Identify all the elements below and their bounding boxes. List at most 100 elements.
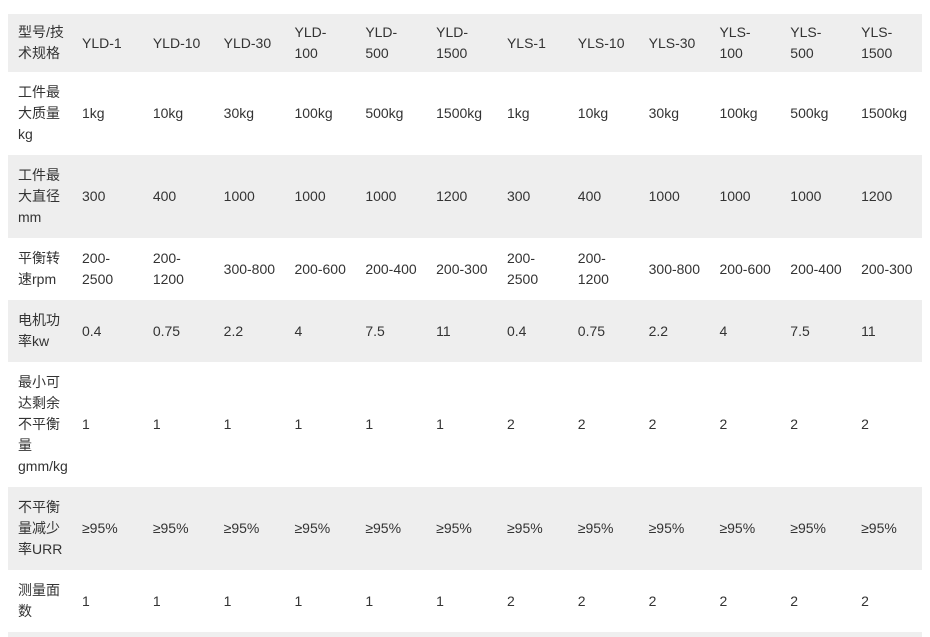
spec-cell: 200-300 bbox=[436, 260, 488, 277]
spec-cell: 2 bbox=[861, 592, 869, 609]
spec-cell: ≥95% bbox=[213, 487, 285, 570]
spec-cell: 1500kg bbox=[436, 105, 483, 121]
header-cell-yld-30: YLD-30 bbox=[213, 14, 285, 72]
spec-cell: 1500kg bbox=[861, 105, 908, 121]
row-label: 不平衡量减少率URR bbox=[8, 487, 72, 570]
header-row: 型号/技术规格 YLD-1 YLD-10 YLD-30 YLD-100 YLD-… bbox=[8, 14, 922, 72]
spec-cell: ≥95% bbox=[284, 487, 356, 570]
spec-cell: 0.4 bbox=[496, 300, 568, 362]
spec-cell: 0.4 bbox=[72, 300, 143, 362]
spec-cell: 7.5 bbox=[780, 300, 852, 362]
spec-cell: 2 bbox=[790, 592, 799, 609]
header-cell-yld-10: YLD-10 bbox=[142, 14, 214, 72]
spec-cell: 0.75 bbox=[567, 300, 639, 362]
spec-cell: 2.2 bbox=[213, 300, 285, 362]
spec-cell: 1 bbox=[294, 592, 303, 609]
spec-cell: 1 bbox=[436, 592, 444, 609]
spec-cell: ≥95% bbox=[496, 487, 568, 570]
spec-row-max-diameter: 工件最大直径mm 300 400 1000 1000 1000 1200 300… bbox=[8, 155, 922, 238]
spec-cell: 1kg bbox=[506, 105, 530, 121]
spec-cell: 2 bbox=[506, 592, 515, 609]
spec-cell: ≥95% bbox=[780, 487, 852, 570]
spec-cell: 300 bbox=[496, 155, 568, 238]
spec-row-measuring-planes: 测量面数 1 1 1 1 1 1 2 2 2 2 2 2 bbox=[8, 570, 922, 632]
row-label: 测量面数 bbox=[18, 582, 60, 619]
header-cell-yls-500: YLS-500 bbox=[780, 14, 852, 72]
spec-cell: 1 bbox=[223, 592, 232, 609]
spec-cell: 2 bbox=[790, 416, 799, 432]
spec-cell: 200-2500 bbox=[82, 250, 114, 287]
spec-cell: 500kg bbox=[790, 105, 829, 121]
spec-row-urr: 不平衡量减少率URR ≥95% ≥95% ≥95% ≥95% ≥95% ≥95%… bbox=[8, 487, 922, 570]
spec-cell: 1000 bbox=[284, 155, 356, 238]
spec-cell: 300 bbox=[72, 155, 143, 238]
spec-row-motor-power: 电机功率kw 0.4 0.75 2.2 4 7.5 11 0.4 0.75 2.… bbox=[8, 300, 922, 362]
spec-cell: 2 bbox=[648, 592, 657, 609]
spec-cell: ≥95% bbox=[355, 487, 427, 570]
spec-cell: 1 bbox=[152, 592, 161, 609]
spec-cell: 11 bbox=[426, 300, 497, 362]
spec-cell: 2 bbox=[506, 416, 515, 432]
header-cell-yld-100: YLD-100 bbox=[284, 14, 356, 72]
header-cell-yls-1500: YLS-1500 bbox=[851, 14, 922, 72]
spec-cell: 7.5 bbox=[355, 300, 427, 362]
spec-cell: 200-600 bbox=[719, 260, 771, 277]
row-label: 平衡转速rpm bbox=[18, 250, 60, 287]
spec-cell: 200-300 bbox=[861, 260, 913, 277]
spec-table: 型号/技术规格 YLD-1 YLD-10 YLD-30 YLD-100 YLD-… bbox=[8, 14, 922, 632]
spec-cell: 1200 bbox=[851, 155, 922, 238]
spec-cell: 200-600 bbox=[294, 260, 346, 277]
header-cell-yls-100: YLS-100 bbox=[709, 14, 781, 72]
spec-cell: 400 bbox=[567, 155, 639, 238]
spec-cell: 1 bbox=[152, 416, 161, 432]
spec-cell: 300-800 bbox=[223, 260, 276, 277]
spec-cell: 2 bbox=[577, 592, 586, 609]
spec-cell: 1 bbox=[223, 416, 232, 432]
spec-cell: 200-1200 bbox=[577, 250, 609, 287]
row-label: 工件最大质量kg bbox=[18, 84, 60, 142]
spec-cell: 1000 bbox=[709, 155, 781, 238]
spec-cell: 1kg bbox=[82, 105, 105, 121]
spec-row-balancing-speed: 平衡转速rpm 200-2500 200-1200 300-800 200-60… bbox=[8, 238, 922, 300]
spec-cell: ≥95% bbox=[709, 487, 781, 570]
spec-cell: ≥95% bbox=[567, 487, 639, 570]
spec-cell: 1000 bbox=[638, 155, 710, 238]
header-cell-yls-1: YLS-1 bbox=[496, 14, 568, 72]
spec-cell: 200-2500 bbox=[506, 250, 539, 287]
spec-cell: 400 bbox=[142, 155, 214, 238]
spec-cell: 300-800 bbox=[648, 260, 701, 277]
spec-cell: ≥95% bbox=[426, 487, 497, 570]
spec-cell: 200-400 bbox=[365, 260, 417, 277]
spec-cell: 1200 bbox=[426, 155, 497, 238]
spec-row-min-residual-unbalance: 最小可达剩余不平衡量gmm/kg 1 1 1 1 1 1 2 2 2 2 2 2 bbox=[8, 362, 922, 487]
spec-cell: ≥95% bbox=[72, 487, 143, 570]
header-cell-yls-30: YLS-30 bbox=[638, 14, 710, 72]
spec-cell: 100kg bbox=[294, 105, 333, 121]
spec-cell: 30kg bbox=[648, 105, 679, 121]
spec-cell: 500kg bbox=[365, 105, 404, 121]
spec-cell: 2 bbox=[719, 592, 728, 609]
spec-cell: 1000 bbox=[213, 155, 285, 238]
spec-cell: 10kg bbox=[577, 105, 609, 121]
header-cell-spec-label: 型号/技术规格 bbox=[8, 14, 72, 72]
spec-cell: 2 bbox=[577, 416, 586, 432]
spec-cell: 1 bbox=[436, 416, 444, 432]
header-cell-yld-1500: YLD-1500 bbox=[426, 14, 497, 72]
spec-cell: 1000 bbox=[780, 155, 852, 238]
spec-cell: 1 bbox=[82, 416, 90, 432]
row-label: 最小可达剩余不平衡量gmm/kg bbox=[18, 374, 68, 474]
spec-cell: 4 bbox=[284, 300, 356, 362]
spec-cell: ≥95% bbox=[142, 487, 214, 570]
spec-cell: 1000 bbox=[355, 155, 427, 238]
spec-cell: 1 bbox=[365, 592, 374, 609]
spec-cell: 10kg bbox=[152, 105, 184, 121]
spec-cell: 2 bbox=[648, 416, 657, 432]
spec-cell: 2 bbox=[861, 416, 869, 432]
spec-cell: 4 bbox=[709, 300, 781, 362]
spec-cell: 11 bbox=[851, 300, 922, 362]
spec-cell: 2 bbox=[719, 416, 728, 432]
spec-cell: 1 bbox=[82, 592, 90, 609]
spec-cell: 1 bbox=[365, 416, 374, 432]
spec-row-max-mass: 工件最大质量kg 1kg 10kg 30kg 100kg 500kg 1500k… bbox=[8, 72, 922, 155]
